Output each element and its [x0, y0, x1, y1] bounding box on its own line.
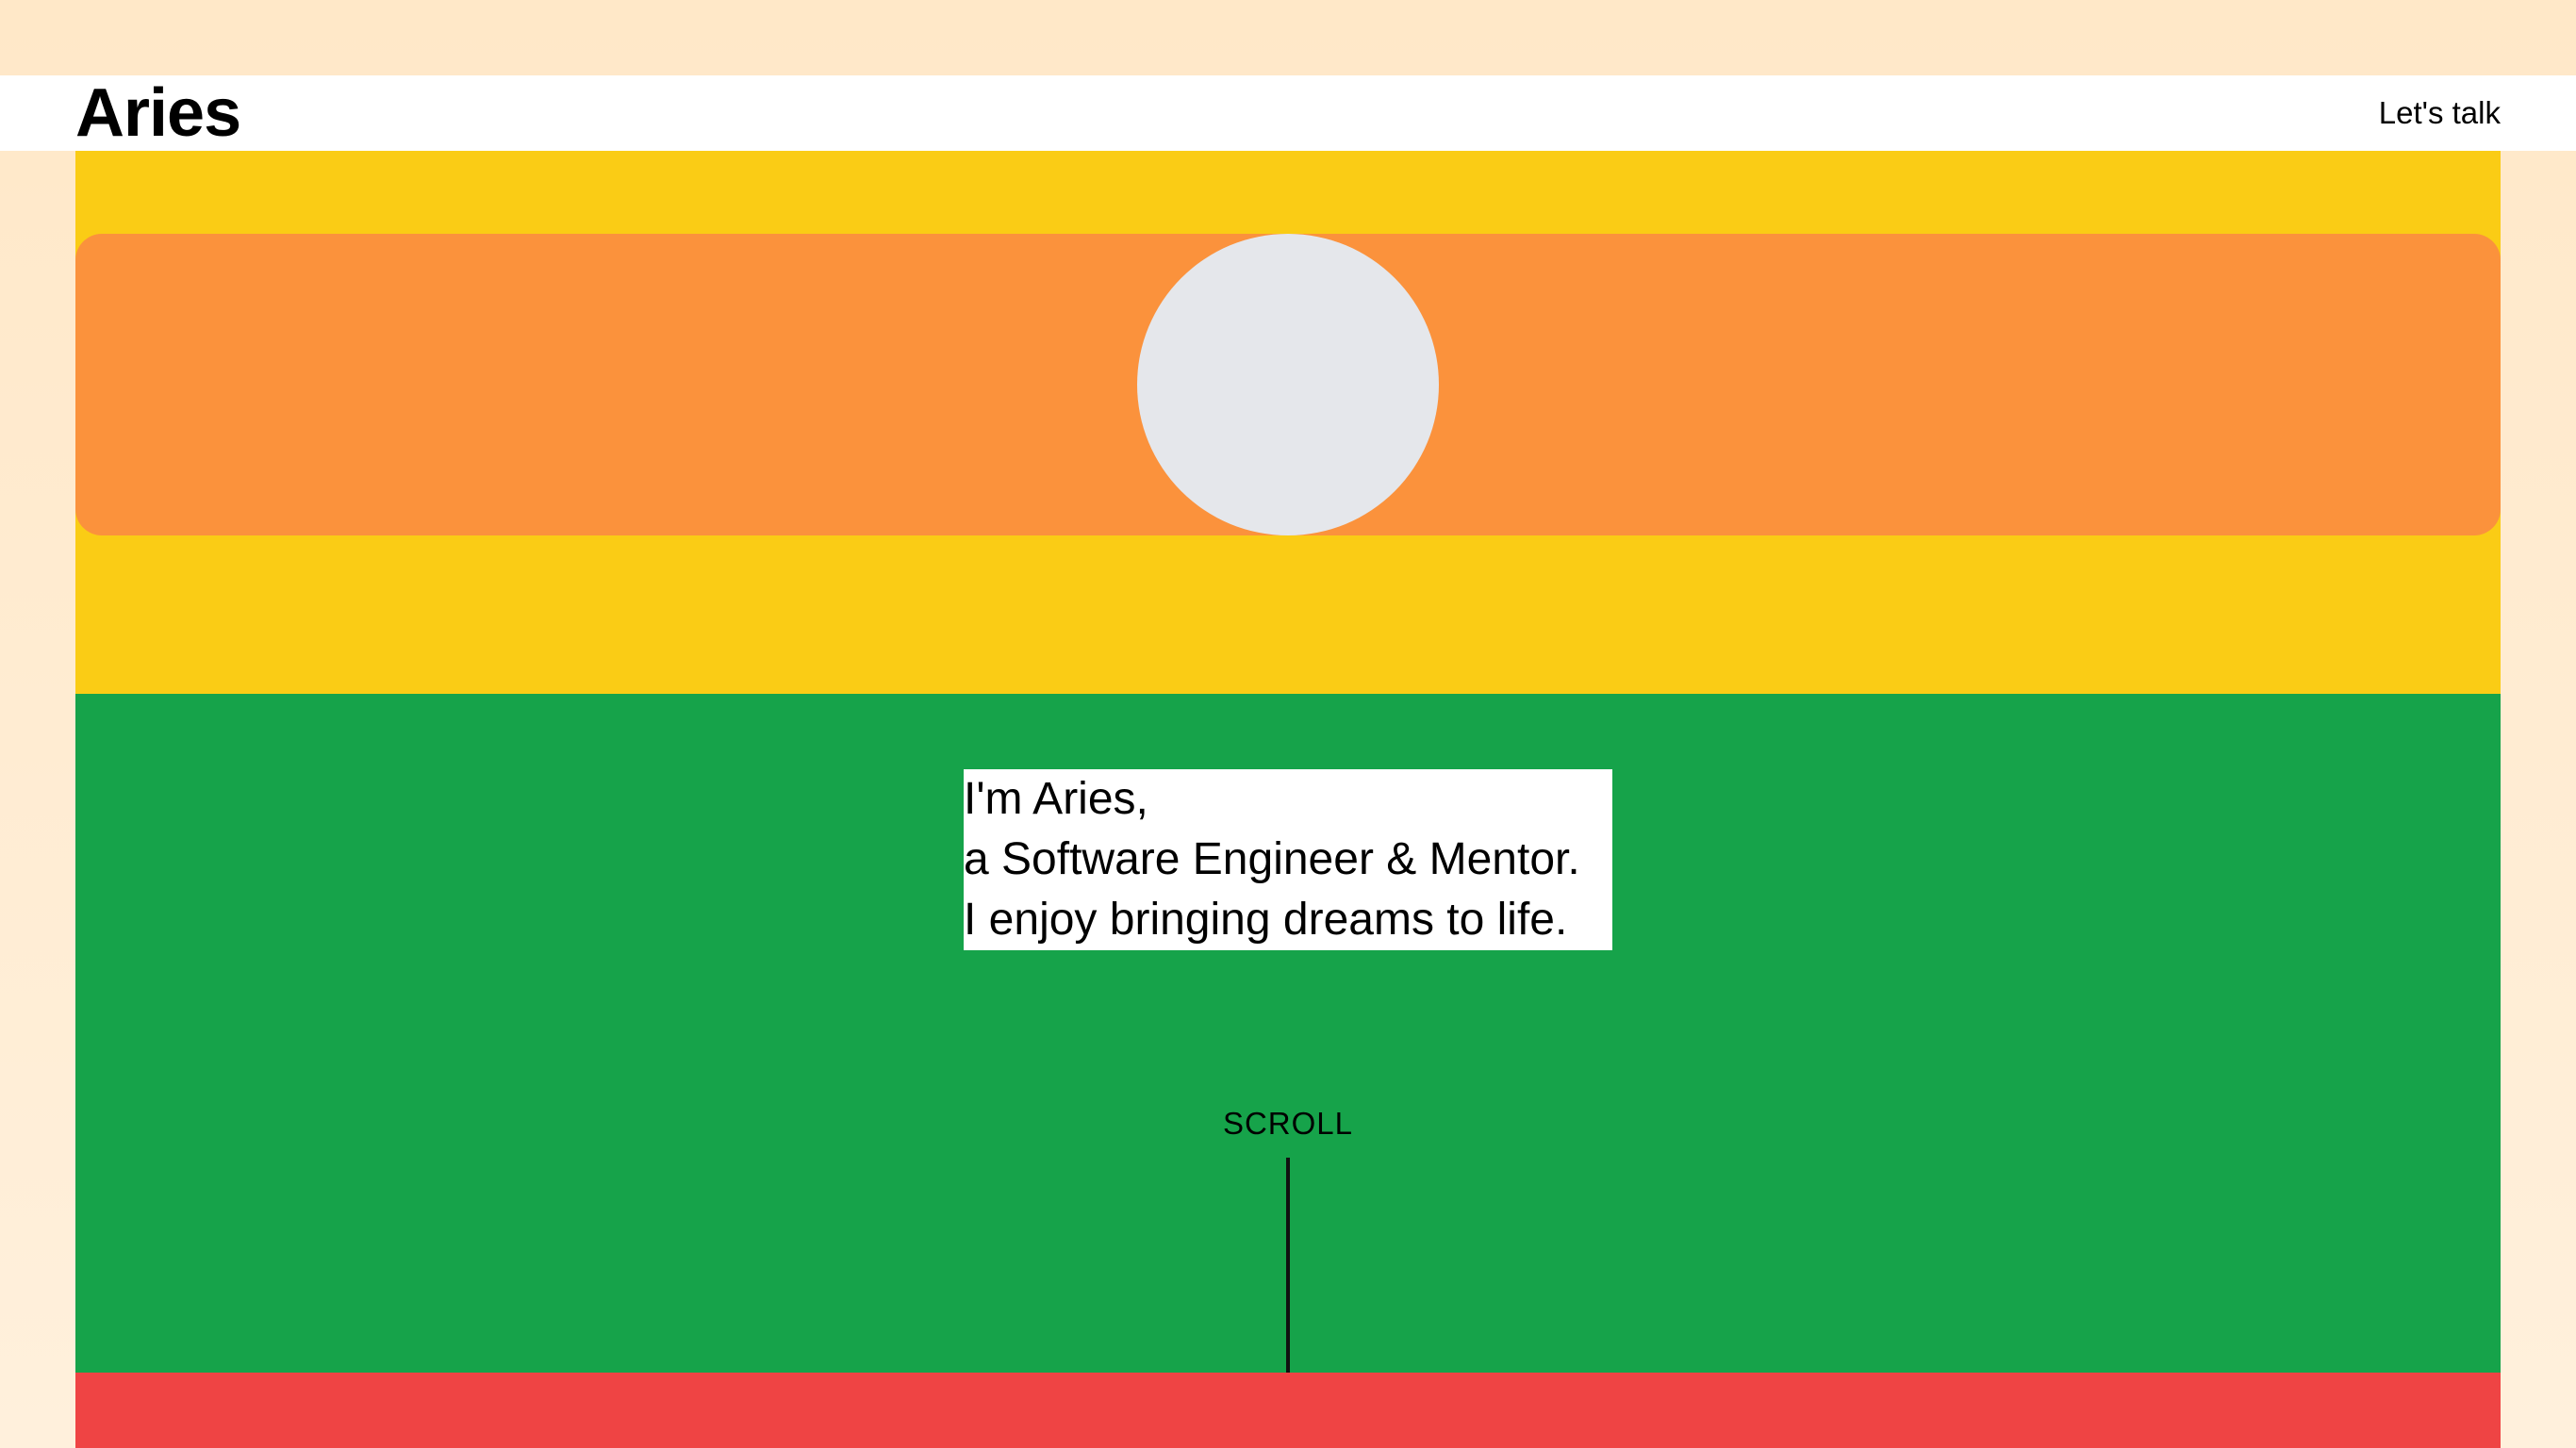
intro-line-role: a Software Engineer & Mentor.	[964, 834, 1580, 884]
scroll-label: SCROLL	[1222, 1106, 1354, 1141]
intro-line-tagline: I enjoy bringing dreams to life.	[964, 895, 1568, 945]
scroll-indicator[interactable]: SCROLL	[1194, 1105, 1382, 1373]
site-logo[interactable]: Aries	[75, 75, 241, 151]
scroll-line	[1286, 1158, 1290, 1373]
intro-section: I'm Aries, a Software Engineer & Mentor.…	[75, 694, 2501, 1373]
profile-banner	[75, 234, 2501, 535]
next-section	[75, 1373, 2501, 1448]
lets-talk-link[interactable]: Let's talk	[2378, 95, 2501, 130]
intro-line-name: I'm Aries,	[964, 774, 1148, 824]
hero-section	[75, 151, 2501, 694]
intro-text: I'm Aries, a Software Engineer & Mentor.…	[964, 769, 1612, 950]
avatar	[1137, 234, 1439, 535]
site-header: Aries Let's talk	[0, 75, 2576, 151]
